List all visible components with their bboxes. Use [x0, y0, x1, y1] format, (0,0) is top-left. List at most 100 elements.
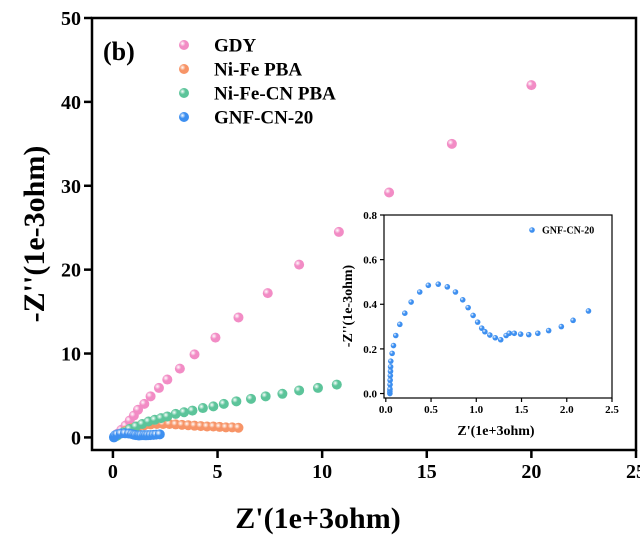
main-data-point-gdy: [153, 382, 164, 393]
inset-data-point-gnf-cn-20: [459, 297, 466, 303]
main-data-point-ni-fe-cn-pba: [277, 388, 288, 399]
inset-data-point-gnf-cn-20: [387, 377, 393, 383]
inset-data-point-gnf-cn-20: [387, 372, 394, 379]
inset-data-point-gnf-cn-20: [545, 327, 552, 334]
main-x-tick-label: 0: [108, 461, 118, 483]
inset-x-tick-label: 1.0: [469, 404, 483, 416]
inset-data-point-gnf-cn-20: [390, 342, 397, 349]
inset-y-axis-label: -Z''(1e-3ohm): [341, 264, 356, 347]
inset-data-point-gnf-cn-20: [482, 328, 488, 335]
inset-data-point-gnf-cn-20: [570, 317, 576, 324]
main-data-point-gdy: [294, 259, 305, 270]
inset-data-point-gnf-cn-20: [535, 330, 541, 337]
inset-data-point-gnf-cn-20: [497, 336, 504, 343]
inset-data-point-gnf-cn-20: [525, 331, 532, 338]
main-legend-label: Ni-Fe-CN PBA: [214, 84, 336, 105]
inset-data-point-gnf-cn-20: [465, 304, 471, 311]
inset-legend-marker: [529, 227, 535, 233]
main-x-tick-label: 10: [312, 461, 332, 483]
main-legend-marker: [179, 88, 189, 98]
inset-data-point-gnf-cn-20: [387, 363, 394, 370]
main-data-point-gdy: [174, 363, 185, 374]
inset-data-point-gnf-cn-20: [487, 332, 493, 338]
panel-label: (b): [103, 37, 135, 66]
x-axis-label: Z'(1e+3ohm): [235, 502, 400, 535]
main-data-point-ni-fe-cn-pba: [170, 408, 181, 419]
main-data-point-gdy: [333, 226, 344, 237]
main-legend-marker: [179, 112, 189, 122]
main-data-point-ni-fe-cn-pba: [197, 403, 208, 414]
inset-data-point-gnf-cn-20: [585, 308, 592, 314]
main-data-point-gdy: [162, 374, 173, 385]
inset-data-point-gnf-cn-20: [389, 350, 395, 357]
main-data-point-ni-fe-pba: [233, 422, 244, 433]
inset-data-point-gnf-cn-20: [408, 299, 414, 305]
inset-data-point-gnf-cn-20: [416, 289, 423, 295]
main-data-point-ni-fe-cn-pba: [208, 401, 219, 412]
main-data-point-ni-fe-cn-pba: [179, 407, 190, 418]
main-data-point-ni-fe-cn-pba: [260, 391, 271, 402]
inset-data-point-gnf-cn-20: [558, 323, 565, 330]
inset-data-point-gnf-cn-20: [444, 284, 451, 290]
main-data-point-ni-fe-cn-pba: [187, 405, 198, 416]
main-data-point-gdy: [262, 288, 273, 299]
main-legend-marker: [179, 40, 189, 50]
main-data-point-gdy: [446, 138, 457, 149]
main-data-point-gdy: [133, 404, 144, 415]
inset-data-point-gnf-cn-20: [452, 289, 459, 295]
main-y-tick-label: 40: [61, 92, 81, 114]
main-data-point-ni-fe-cn-pba: [246, 393, 257, 404]
inset-y-tick-label: 0.8: [363, 210, 377, 222]
inset-data-point-gnf-cn-20: [470, 312, 476, 319]
main-data-point-gdy: [384, 187, 395, 198]
inset-data-point-gnf-cn-20: [425, 282, 432, 289]
inset-data-point-gnf-cn-20: [517, 331, 524, 337]
inset-data-point-gnf-cn-20: [387, 381, 393, 388]
main-legend-label: GDY: [214, 36, 257, 57]
main-data-point-ni-fe-cn-pba: [218, 398, 229, 409]
inset-y-tick-label: 0.2: [363, 344, 377, 356]
main-legend-label: Ni-Fe PBA: [214, 60, 302, 81]
inset-data-point-gnf-cn-20: [492, 334, 499, 341]
main-data-point-gdy: [139, 398, 150, 409]
inset-axes-frame: [383, 214, 613, 399]
inset-data-point-gnf-cn-20: [511, 330, 518, 337]
inset-data-point-gnf-cn-20: [474, 319, 481, 325]
y-axis-label: -Z''(1e-3ohm): [18, 146, 51, 323]
main-y-tick-label: 20: [61, 260, 81, 282]
inset-data-point-gnf-cn-20: [392, 332, 399, 339]
main-x-tick-label: 25: [626, 461, 640, 483]
main-data-point-ni-fe-cn-pba: [162, 411, 173, 422]
main-x-tick-label: 15: [417, 461, 437, 483]
main-data-point-gdy: [233, 312, 244, 323]
main-data-point-gdy: [526, 80, 537, 91]
inset-data-point-gnf-cn-20: [435, 281, 442, 287]
main-data-point-gnf-cn-20: [154, 429, 165, 440]
main-x-tick-label: 5: [213, 461, 223, 483]
inset-data-point-gnf-cn-20: [402, 310, 408, 316]
main-data-point-ni-fe-cn-pba: [231, 396, 242, 407]
inset-x-tick-label: 0.5: [424, 404, 438, 416]
inset-data-point-gnf-cn-20: [506, 330, 513, 337]
main-y-tick-label: 30: [61, 176, 81, 198]
main-x-tick-label: 20: [521, 461, 541, 483]
main-data-point-gdy: [145, 391, 156, 402]
inset-y-tick-label: 0.6: [363, 254, 377, 266]
main-data-point-gdy: [189, 349, 200, 360]
main-y-tick-label: 0: [71, 427, 81, 449]
main-y-tick-label: 10: [61, 344, 81, 366]
inset-data-point-gnf-cn-20: [387, 386, 393, 392]
inset-x-tick-label: 2.5: [605, 404, 619, 416]
inset-x-tick-label: 2.0: [560, 404, 574, 416]
main-legend-marker: [179, 64, 189, 74]
inset-x-tick-label: 0.0: [379, 404, 393, 416]
inset-x-axis-label: Z'(1e+3ohm): [457, 424, 535, 439]
main-data-point-ni-fe-cn-pba: [312, 382, 323, 393]
main-data-point-ni-fe-cn-pba: [294, 385, 305, 396]
inset-y-tick-label: 0.4: [363, 299, 377, 311]
inset-legend-label: GNF-CN-20: [542, 226, 594, 237]
main-y-tick-label: 50: [61, 8, 81, 30]
main-data-point-ni-fe-cn-pba: [331, 379, 342, 390]
